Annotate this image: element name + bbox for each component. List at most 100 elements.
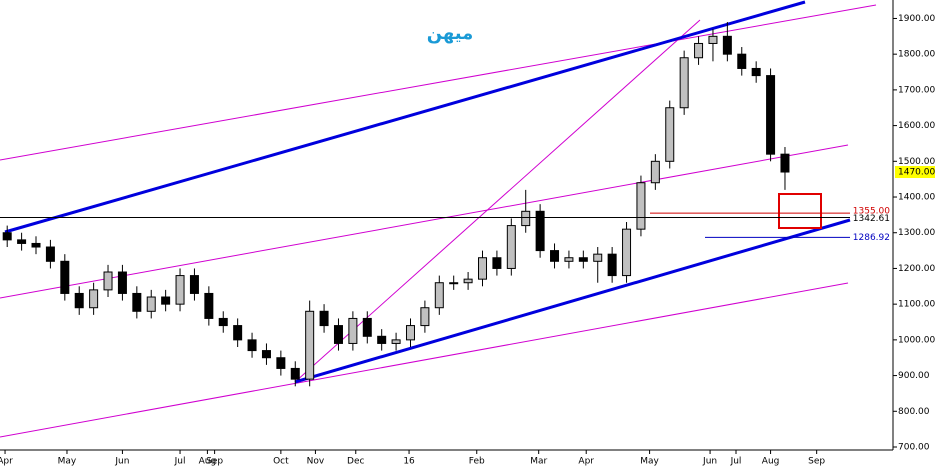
- candle-body: [247, 339, 257, 352]
- x-tick-label: Aug: [762, 457, 780, 467]
- y-tick-label: 1700.00: [898, 85, 935, 95]
- candle-body: [117, 271, 127, 294]
- candle-body: [233, 325, 243, 341]
- upper-trend-line: [4, 0, 806, 234]
- candle-body: [348, 317, 358, 344]
- y-tick-label: 800.00: [898, 407, 930, 417]
- candle-body: [463, 278, 473, 284]
- candle-body: [780, 153, 790, 173]
- lower-trend-line: [294, 218, 851, 384]
- candle-body: [103, 271, 113, 291]
- candle-body: [578, 257, 588, 262]
- candle-body: [665, 107, 675, 162]
- candle-body: [420, 307, 430, 327]
- x-tick-label: Jul: [174, 457, 186, 467]
- level-label: 1286.92: [853, 233, 890, 243]
- x-tick-label: Apr: [0, 457, 13, 467]
- candle-body: [622, 228, 632, 277]
- x-tick-label: Mar: [530, 457, 547, 467]
- x-tick-label: Oct: [273, 457, 289, 467]
- x-tick-label: Feb: [469, 457, 485, 467]
- candle-body: [31, 242, 41, 248]
- candle-body: [550, 250, 560, 262]
- x-tick-label: Apr: [578, 457, 594, 467]
- y-tick-label: 900.00: [898, 371, 930, 381]
- x-tick-label: Jun: [702, 457, 717, 467]
- x-tick-label: Nov: [307, 457, 325, 467]
- candle-body: [261, 350, 271, 359]
- candle-body: [377, 335, 387, 344]
- last-price-label: 1470.00: [898, 168, 935, 178]
- candle-body: [722, 35, 732, 55]
- level-label: 1355.00: [853, 207, 890, 217]
- candle-body: [146, 296, 156, 312]
- candle-body: [607, 253, 617, 277]
- y-tick-label: 1000.00: [898, 335, 935, 345]
- channel-line: [0, 144, 849, 299]
- candle-body: [492, 257, 502, 269]
- trend-lines: [0, 0, 877, 438]
- chart-title: میهن: [427, 23, 474, 44]
- candle-body: [45, 246, 55, 262]
- candle-body: [189, 275, 199, 294]
- candle-body: [333, 325, 343, 344]
- candle-body: [60, 260, 70, 294]
- candle-body: [535, 210, 545, 252]
- candle-body: [478, 257, 488, 280]
- candle-body: [636, 182, 646, 230]
- candle-body: [305, 310, 315, 380]
- x-tick-label: 16: [403, 457, 415, 467]
- candle-body: [694, 42, 704, 59]
- candle-body: [650, 160, 660, 184]
- candle-body: [175, 275, 185, 305]
- candle-body: [362, 317, 372, 337]
- candle-body: [449, 282, 459, 285]
- candle-body: [405, 325, 415, 341]
- x-tick-label: Sep: [808, 457, 825, 467]
- x-tick-label: May: [58, 457, 77, 467]
- y-tick-label: 1800.00: [898, 50, 935, 60]
- candle-body: [766, 75, 776, 155]
- channel-line: [0, 4, 877, 161]
- candle-body: [506, 225, 516, 269]
- candle-body: [89, 289, 99, 309]
- candle-body: [218, 317, 228, 327]
- y-tick-label: 1100.00: [898, 300, 935, 310]
- y-tick-label: 1600.00: [898, 121, 935, 131]
- candle-body: [132, 292, 142, 312]
- candle-body: [17, 239, 27, 244]
- candle-body: [751, 67, 761, 77]
- x-tick-label: Jul: [730, 457, 742, 467]
- candle-body: [521, 210, 531, 227]
- y-tick-label: 1400.00: [898, 193, 935, 203]
- candle-body: [679, 57, 689, 109]
- target-box: [778, 193, 822, 229]
- candle-body: [564, 257, 574, 262]
- candle-body: [2, 232, 12, 241]
- candle-body: [737, 53, 747, 69]
- candle-body: [391, 339, 401, 344]
- level-label: 1342.61: [853, 214, 890, 224]
- x-tick-label: Aug: [199, 457, 217, 467]
- candle-body: [204, 292, 214, 319]
- y-tick-label: 1500.00: [898, 157, 935, 167]
- candle-body: [290, 367, 300, 380]
- y-tick-label: 1900.00: [898, 14, 935, 24]
- candle-body: [276, 357, 286, 369]
- y-tick-label: 1300.00: [898, 228, 935, 238]
- candle-body: [319, 310, 329, 327]
- candles: [2, 22, 790, 387]
- x-tick-label: Sep: [206, 457, 223, 467]
- diagonal-line: [294, 19, 701, 383]
- x-tick-label: Dec: [347, 457, 364, 467]
- last-price-box: [895, 166, 935, 179]
- y-tick-label: 1200.00: [898, 264, 935, 274]
- x-tick-label: Jun: [114, 457, 129, 467]
- candle-body: [593, 253, 603, 262]
- y-tick-label: 700.00: [898, 443, 930, 453]
- candle-body: [74, 292, 84, 309]
- x-tick-label: May: [640, 457, 659, 467]
- candle-body: [708, 35, 718, 44]
